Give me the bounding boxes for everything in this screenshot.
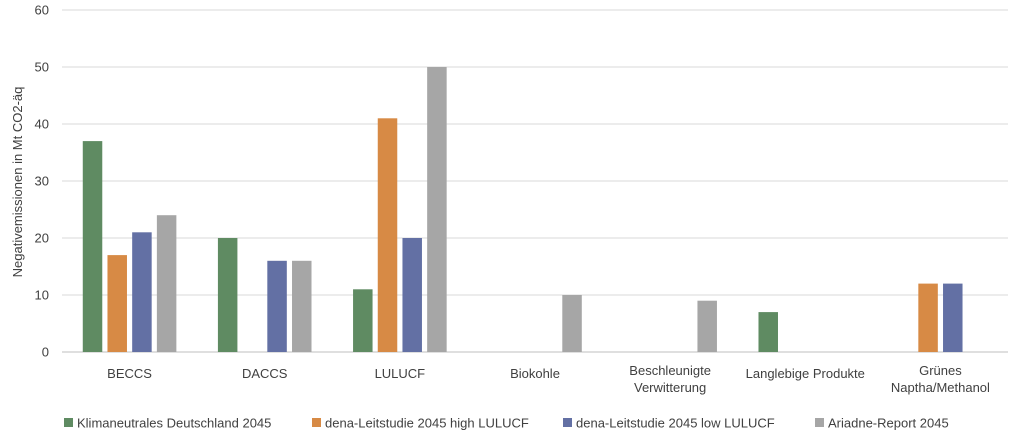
y-axis-ticks: 0 10 20 30 40 50 60 [35,3,49,360]
y-tick-label: 30 [35,174,49,189]
x-category-label: Naptha/Methanol [891,380,990,395]
legend-label: dena-Leitstudie 2045 high LULUCF [325,416,529,431]
bar [267,260,287,352]
y-tick-label: 40 [35,117,49,132]
y-axis-label: Negativemissionen in Mt CO2-äq [10,87,25,278]
x-axis-categories: BECCS DACCS LULUCF Biokohle Beschleunigte Ver… [107,363,990,395]
bar [217,238,238,352]
x-category-label: DACCS [242,366,288,381]
legend-swatch [563,418,572,427]
legend-label: Klimaneutrales Deutschland 2045 [77,416,271,431]
legend-swatch [815,418,824,427]
x-category-label: Langlebige Produkte [746,366,865,381]
bar [107,255,127,352]
x-category-label: BECCS [107,366,152,381]
x-category-label: LULUCF [375,366,426,381]
x-category-label: Biokohle [510,366,560,381]
bar [353,289,373,352]
bar [402,238,422,352]
x-category-label: Beschleunigte [629,363,711,378]
legend-label: dena-Leitstudie 2045 low LULUCF [576,416,775,431]
bar [82,141,103,352]
bar [697,300,717,352]
bar [132,232,152,352]
bar [377,118,398,352]
y-tick-label: 0 [42,345,49,360]
x-category-label: Verwitterung [634,380,706,395]
legend-swatch [312,418,321,427]
legend-label: Ariadne-Report 2045 [828,416,949,431]
legend-swatch [64,418,73,427]
bar [292,260,312,352]
bar [156,215,177,352]
y-tick-label: 10 [35,288,49,303]
bars [82,67,963,352]
x-category-label: Grünes [919,363,962,378]
legend: Klimaneutrales Deutschland 2045 dena-Leit… [64,416,949,431]
gridlines [62,9,1008,353]
y-tick-label: 60 [35,3,49,18]
bar [918,283,938,352]
bar [943,283,963,352]
bar [427,67,447,352]
y-tick-label: 20 [35,231,49,246]
bar [758,312,778,352]
y-tick-label: 50 [35,60,49,75]
bar [562,295,582,352]
